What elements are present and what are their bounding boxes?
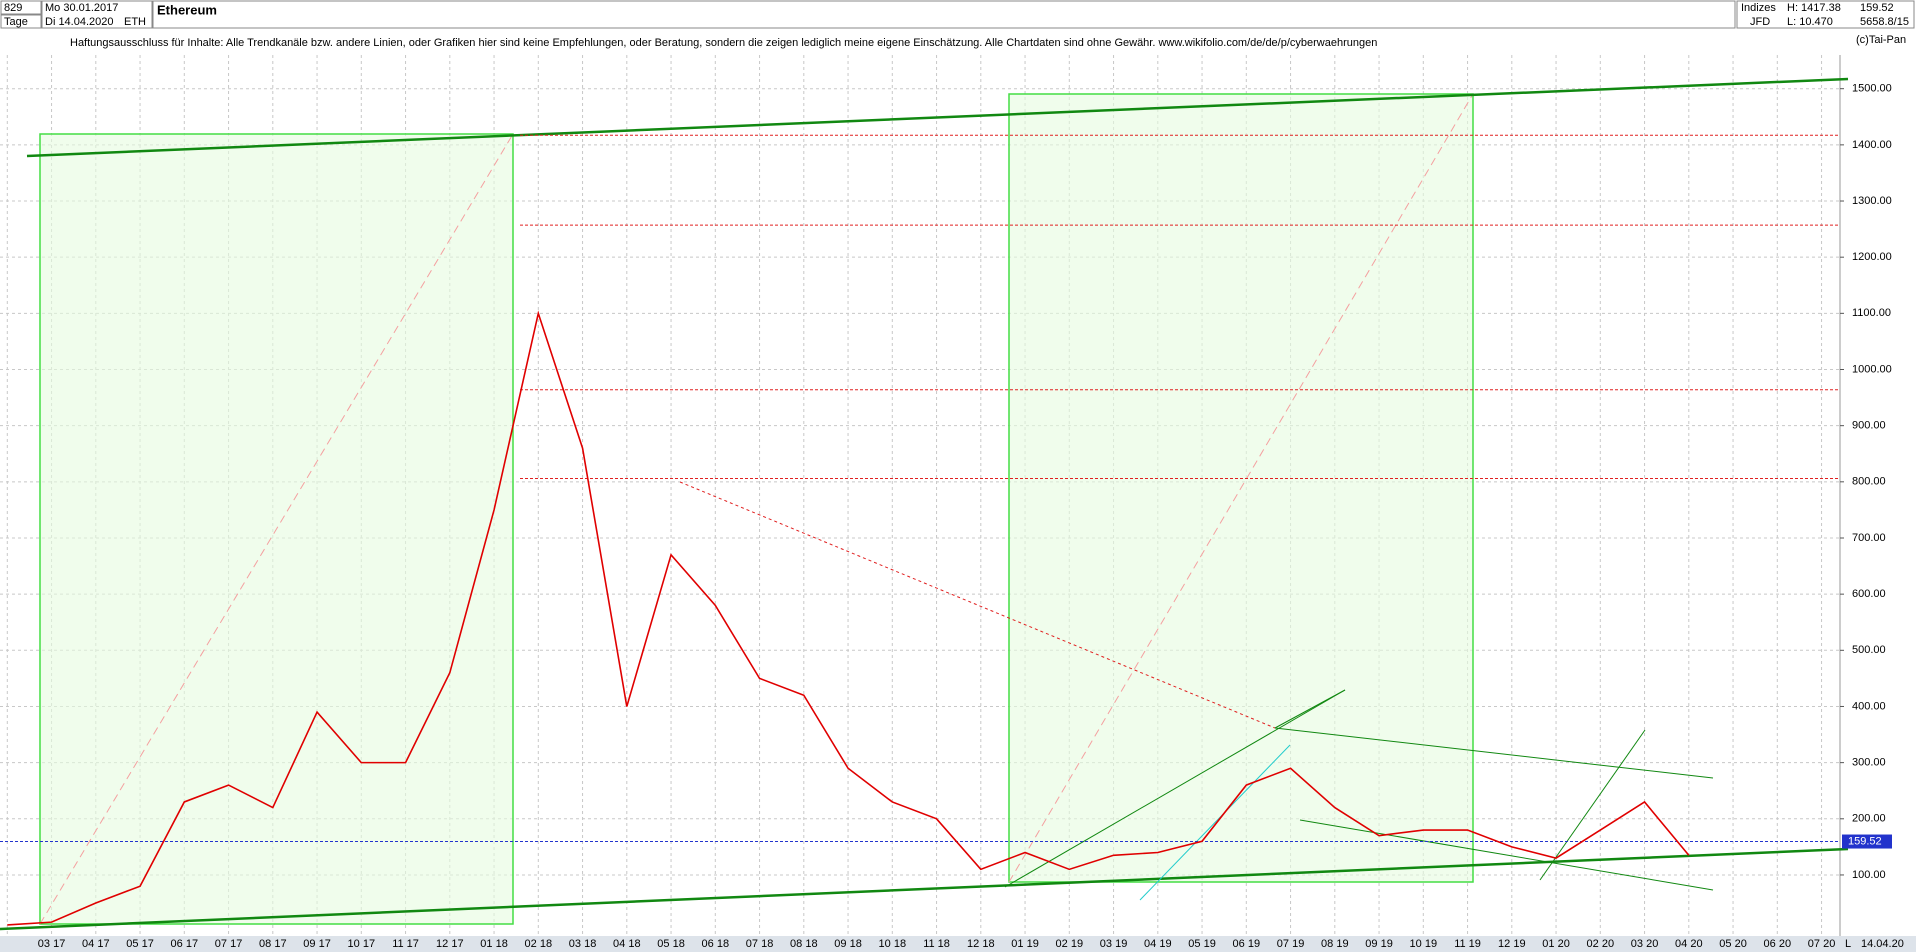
y-tick-label: 1200.00 (1852, 251, 1892, 263)
count-box[interactable] (0, 0, 42, 15)
title-box (152, 0, 1736, 29)
x-tick-label: 08 17 (259, 938, 287, 950)
diagonal (39, 133, 514, 925)
volume: 5658.8/15 (1860, 16, 1909, 28)
disclaimer: Haftungsausschluss für Inhalte: Alle Tre… (70, 37, 1377, 49)
high: H: 1417.38 (1787, 2, 1841, 14)
x-tick-label: 10 19 (1410, 938, 1438, 950)
x-tick-label: 12 18 (967, 938, 995, 950)
y-tick-label: 200.00 (1852, 813, 1886, 825)
x-tick-label: 10 17 (348, 938, 376, 950)
start-date: Mo 30.01.2017 (45, 2, 118, 14)
x-tick-label: 06 19 (1233, 938, 1261, 950)
source: JFD (1750, 16, 1770, 28)
current-price-label: 159.52 (1848, 835, 1882, 847)
y-tick-label: 100.00 (1852, 869, 1886, 881)
x-tick-label: 04 18 (613, 938, 641, 950)
x-tick-label: 03 20 (1631, 938, 1659, 950)
trendline (1274, 727, 1714, 779)
y-tick-label: 400.00 (1852, 700, 1886, 712)
x-tick-label: 11 18 (923, 938, 950, 950)
x-tick-label: 09 18 (834, 938, 862, 950)
x-tick-label: 07 17 (215, 938, 243, 950)
trendline (1139, 744, 1291, 901)
y-tick-label: 1000.00 (1852, 363, 1892, 375)
plot (7, 310, 1690, 926)
x-tick-label: 01 20 (1542, 938, 1570, 950)
x-tick-label: 04 17 (82, 938, 110, 950)
trendline (1004, 689, 1346, 888)
x-tick-label: 08 18 (790, 938, 818, 950)
symbol: ETH (124, 16, 146, 28)
trendline (1539, 729, 1646, 881)
x-tick-label: 06 18 (702, 938, 730, 950)
x-tick-label: 11 19 (1454, 938, 1481, 950)
x-tick-label: 05 20 (1719, 938, 1747, 950)
trendline (0, 847, 1849, 931)
count: 829 (4, 2, 22, 14)
y-tick-label: 1100.00 (1852, 307, 1891, 319)
period-box[interactable] (0, 14, 42, 29)
price-line (7, 310, 1690, 926)
x-tick-label: 05 18 (657, 938, 685, 950)
y-tick-label: 1500.00 (1852, 83, 1892, 95)
trendline (1299, 819, 1714, 891)
copyright: (c)Tai-Pan (1856, 34, 1906, 46)
end-date: Di 14.04.2020 (45, 16, 114, 28)
trendline (26, 77, 1849, 158)
y-tick-label: 1400.00 (1852, 139, 1892, 151)
axis-mode: L (1845, 938, 1851, 950)
x-tick-label: 09 17 (303, 938, 331, 950)
y-tick-label: 800.00 (1852, 476, 1886, 488)
x-tick-label: 07 19 (1277, 938, 1305, 950)
x-tick-label: 09 19 (1365, 938, 1393, 950)
x-tick-label: 05 17 (126, 938, 154, 950)
header: 829 Tage Mo 30.01.2017 Di 14.04.2020 ETH… (0, 0, 1915, 49)
x-tick-label: 04 20 (1675, 938, 1703, 950)
x-tick-label: 03 18 (569, 938, 597, 950)
group: Indizes (1741, 2, 1776, 14)
axis-date: 14.04.20 (1861, 938, 1904, 950)
last: 159.52 (1860, 2, 1894, 14)
x-tick-label: 12 17 (436, 938, 464, 950)
x-tick-label: 07 20 (1808, 938, 1836, 950)
x-tick-label: 11 17 (392, 938, 419, 950)
y-tick-label: 700.00 (1852, 532, 1886, 544)
chart-title: Ethereum (157, 2, 217, 17)
x-tick-label: 01 19 (1011, 938, 1039, 950)
x-tick-label: 03 17 (38, 938, 66, 950)
x-tick-label: 06 20 (1764, 938, 1792, 950)
trendline (679, 481, 1276, 729)
x-tick-label: 05 19 (1188, 938, 1216, 950)
y-tick-label: 900.00 (1852, 420, 1886, 432)
x-tick-label: 01 18 (480, 938, 508, 950)
period: Tage (4, 16, 28, 28)
x-tick-label: 02 20 (1587, 938, 1615, 950)
y-tick-label: 300.00 (1852, 757, 1886, 769)
diagonal (1008, 93, 1474, 883)
low: L: 10.470 (1787, 16, 1833, 28)
x-tick-label: 02 18 (525, 938, 553, 950)
x-tick-label: 08 19 (1321, 938, 1349, 950)
y-tick-label: 600.00 (1852, 588, 1886, 600)
x-tick-label: 03 19 (1100, 938, 1128, 950)
x-tick-label: 02 19 (1056, 938, 1084, 950)
x-tick-label: 06 17 (171, 938, 199, 950)
y-tick-label: 500.00 (1852, 644, 1886, 656)
current-price-box (1842, 834, 1892, 849)
x-axis-strip (0, 936, 1916, 952)
x-tick-label: 12 19 (1498, 938, 1526, 950)
x-tick-label: 04 19 (1144, 938, 1172, 950)
x-tick-label: 10 18 (879, 938, 907, 950)
info-box (1736, 0, 1915, 29)
levels (0, 134, 1840, 843)
x-tick-label: 07 18 (746, 938, 774, 950)
date-box (41, 0, 153, 29)
y-tick-label: 1300.00 (1852, 195, 1892, 207)
